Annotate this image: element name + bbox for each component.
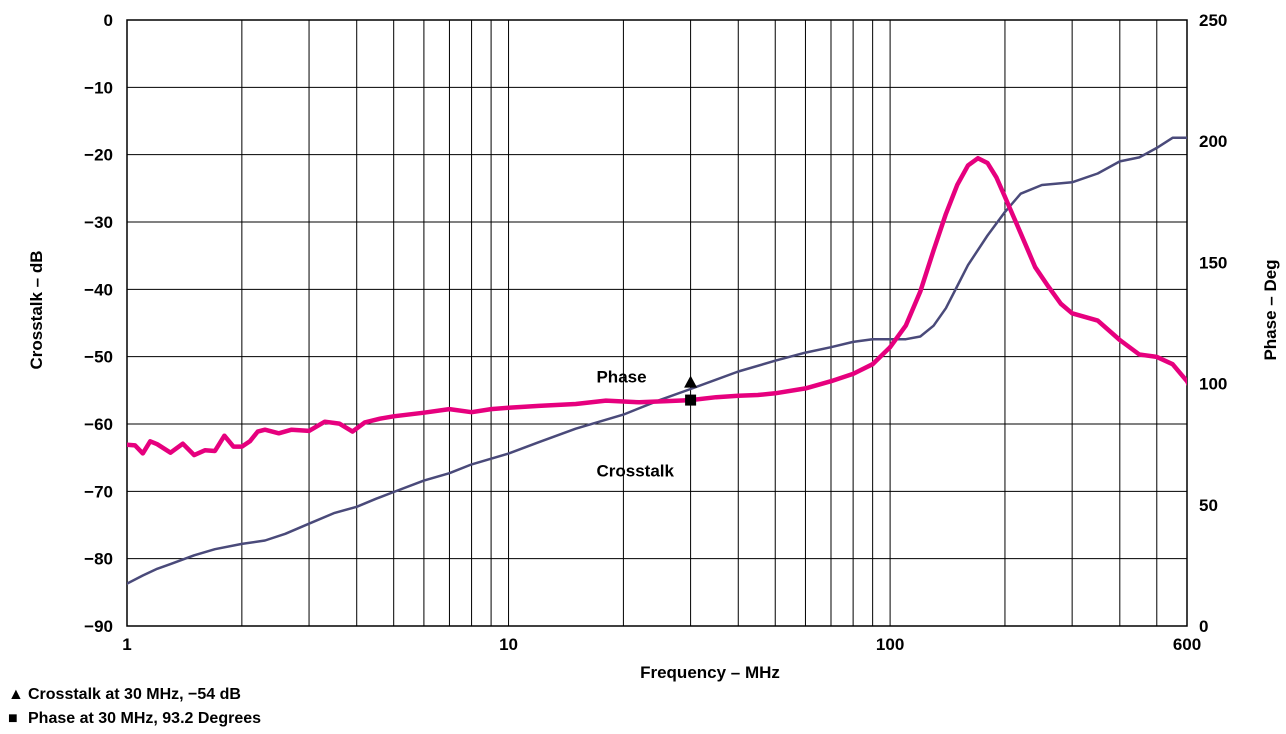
phase-marker-square	[685, 394, 697, 406]
y-tick-label: −50	[84, 348, 113, 367]
y-tick-label: −10	[84, 78, 113, 97]
series-label-phase: Phase	[596, 367, 646, 386]
y2-tick-label: 100	[1199, 375, 1227, 394]
y2-tick-label: 150	[1199, 253, 1227, 272]
x-axis-title: Frequency – MHz	[640, 663, 780, 682]
x-tick-label: 1	[122, 635, 131, 654]
square-icon: ■	[8, 710, 18, 727]
note-crosstalk: ▲ Crosstalk at 30 MHz, −54 dB	[8, 686, 241, 704]
note-phase-text: Phase at 30 MHz, 93.2 Degrees	[28, 710, 262, 727]
y2-tick-label: 250	[1199, 11, 1227, 30]
grid	[126, 19, 1188, 627]
y-tick-label: −70	[84, 482, 113, 501]
x-tick-label: 10	[499, 635, 518, 654]
y-axis-title: Crosstalk – dB	[27, 250, 46, 369]
plot-frame	[126, 19, 1188, 627]
x-tick-label: 600	[1173, 635, 1201, 654]
y-tick-label: 0	[104, 11, 113, 30]
y-tick-label: −60	[84, 415, 113, 434]
series-layer	[127, 136, 1187, 585]
y-tick-label: −20	[84, 146, 113, 165]
tick-label-layer: 1 10 100 6000−10−20−30−40−50−60−70−80−90250…	[84, 11, 1227, 654]
note-phase: ■ Phase at 30 MHz, 93.2 Degrees	[8, 710, 261, 728]
y-tick-label: −80	[84, 550, 113, 569]
series-label-crosstalk: Crosstalk	[596, 462, 674, 481]
y2-axis-title: Phase – Deg	[1261, 259, 1280, 360]
crosstalk-marker-triangle	[684, 375, 698, 388]
y2-tick-label: 50	[1199, 496, 1218, 515]
plot-border	[126, 19, 1188, 627]
y-tick-label: −30	[84, 213, 113, 232]
y-tick-label: −40	[84, 280, 113, 299]
y2-tick-label: 0	[1199, 617, 1208, 636]
series-line-crosstalk	[127, 136, 1187, 585]
series-label-layer: Phase Crosstalk	[596, 367, 674, 480]
marker-layer	[684, 375, 698, 406]
y2-tick-label: 200	[1199, 132, 1227, 151]
y-tick-label: −90	[84, 617, 113, 636]
triangle-icon: ▲	[8, 686, 24, 703]
series-line-phase	[127, 155, 1187, 458]
x-tick-label: 100	[876, 635, 904, 654]
note-crosstalk-text: Crosstalk at 30 MHz, −54 dB	[28, 686, 241, 703]
